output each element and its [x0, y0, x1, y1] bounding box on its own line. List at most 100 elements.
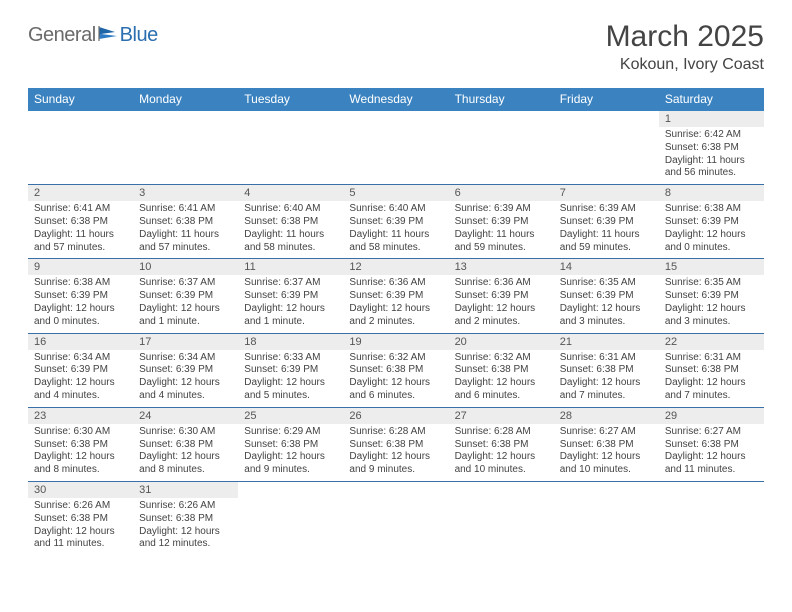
date-number: 1	[659, 111, 764, 127]
daylight-text: Daylight: 12 hours and 11 minutes.	[34, 526, 128, 552]
weekday-header: Saturday	[659, 88, 764, 111]
sunset-text: Sunset: 6:38 PM	[34, 513, 128, 526]
daylight-text: Daylight: 11 hours and 58 minutes.	[349, 229, 443, 255]
cell-body: Sunrise: 6:39 AMSunset: 6:39 PMDaylight:…	[449, 203, 554, 254]
daylight-text: Daylight: 12 hours and 5 minutes.	[244, 377, 338, 403]
daylight-text: Daylight: 12 hours and 9 minutes.	[349, 451, 443, 477]
calendar-cell: .	[238, 482, 343, 555]
week-row: 30 Sunrise: 6:26 AMSunset: 6:38 PMDayligh…	[28, 482, 764, 555]
calendar-cell: 20Sunrise: 6:32 AMSunset: 6:38 PMDayligh…	[449, 334, 554, 407]
sunrise-text: Sunrise: 6:36 AM	[455, 277, 549, 290]
cell-body: Sunrise: 6:31 AMSunset: 6:38 PMDaylight:…	[659, 352, 764, 403]
calendar-cell: .	[554, 482, 659, 555]
calendar-cell: 29Sunrise: 6:27 AMSunset: 6:38 PMDayligh…	[659, 408, 764, 481]
sunrise-text: Sunrise: 6:27 AM	[665, 426, 759, 439]
weekday-header: Thursday	[449, 88, 554, 111]
cell-body: Sunrise: 6:38 AMSunset: 6:39 PMDaylight:…	[28, 277, 133, 328]
calendar-cell: .	[343, 482, 448, 555]
location-label: Kokoun, Ivory Coast	[606, 56, 764, 74]
date-number: 7	[554, 185, 659, 201]
calendar-cell: 31Sunrise: 6:26 AMSunset: 6:38 PMDayligh…	[133, 482, 238, 555]
sunrise-text: Sunrise: 6:42 AM	[665, 129, 759, 142]
week-row: 2Sunrise: 6:41 AMSunset: 6:38 PMDaylight…	[28, 185, 764, 259]
brand-text-general: General	[28, 24, 96, 47]
date-number: 21	[554, 334, 659, 350]
sunset-text: Sunset: 6:39 PM	[349, 290, 443, 303]
calendar-cell: 22 Sunrise: 6:31 AMSunset: 6:38 PMDayligh…	[659, 334, 764, 407]
sunset-text: Sunset: 6:38 PM	[560, 439, 654, 452]
date-number: 8	[659, 185, 764, 201]
sunrise-text: Sunrise: 6:30 AM	[139, 426, 233, 439]
week-row: 9 Sunrise: 6:38 AMSunset: 6:39 PMDaylight…	[28, 259, 764, 333]
calendar-cell: 7Sunrise: 6:39 AMSunset: 6:39 PMDaylight…	[554, 185, 659, 258]
daylight-text: Daylight: 12 hours and 7 minutes.	[665, 377, 759, 403]
sunrise-text: Sunrise: 6:40 AM	[349, 203, 443, 216]
sunset-text: Sunset: 6:38 PM	[455, 439, 549, 452]
cell-body: Sunrise: 6:29 AMSunset: 6:38 PMDaylight:…	[238, 426, 343, 477]
calendar-cell: 12Sunrise: 6:36 AMSunset: 6:39 PMDayligh…	[343, 259, 448, 332]
calendar-cell: .	[449, 111, 554, 184]
sunrise-text: Sunrise: 6:34 AM	[139, 352, 233, 365]
cell-body: Sunrise: 6:37 AMSunset: 6:39 PMDaylight:…	[133, 277, 238, 328]
cell-body: Sunrise: 6:41 AMSunset: 6:38 PMDaylight:…	[133, 203, 238, 254]
sunset-text: Sunset: 6:38 PM	[665, 364, 759, 377]
sunset-text: Sunset: 6:38 PM	[349, 439, 443, 452]
sunset-text: Sunset: 6:39 PM	[665, 216, 759, 229]
weekday-header: Wednesday	[343, 88, 448, 111]
cell-body: Sunrise: 6:40 AMSunset: 6:39 PMDaylight:…	[343, 203, 448, 254]
cell-body: Sunrise: 6:38 AMSunset: 6:39 PMDaylight:…	[659, 203, 764, 254]
daylight-text: Daylight: 12 hours and 8 minutes.	[34, 451, 128, 477]
cell-body: Sunrise: 6:31 AMSunset: 6:38 PMDaylight:…	[554, 352, 659, 403]
sunrise-text: Sunrise: 6:38 AM	[665, 203, 759, 216]
cell-body: Sunrise: 6:26 AMSunset: 6:38 PMDaylight:…	[28, 500, 133, 551]
sunrise-text: Sunrise: 6:31 AM	[560, 352, 654, 365]
calendar: Sunday Monday Tuesday Wednesday Thursday…	[28, 88, 764, 555]
calendar-cell: .	[659, 482, 764, 555]
calendar-cell: 8 Sunrise: 6:38 AMSunset: 6:39 PMDaylight…	[659, 185, 764, 258]
cell-body: Sunrise: 6:34 AMSunset: 6:39 PMDaylight:…	[133, 352, 238, 403]
sunset-text: Sunset: 6:39 PM	[139, 364, 233, 377]
calendar-cell: .	[449, 482, 554, 555]
calendar-cell: 25Sunrise: 6:29 AMSunset: 6:38 PMDayligh…	[238, 408, 343, 481]
sunrise-text: Sunrise: 6:41 AM	[139, 203, 233, 216]
date-number: 15	[659, 259, 764, 275]
sunset-text: Sunset: 6:39 PM	[455, 216, 549, 229]
date-number: 11	[238, 259, 343, 275]
sunrise-text: Sunrise: 6:28 AM	[455, 426, 549, 439]
date-number: 30	[28, 482, 133, 498]
sunrise-text: Sunrise: 6:32 AM	[455, 352, 549, 365]
calendar-cell: 15Sunrise: 6:35 AMSunset: 6:39 PMDayligh…	[659, 259, 764, 332]
daylight-text: Daylight: 12 hours and 1 minute.	[244, 303, 338, 329]
daylight-text: Daylight: 12 hours and 4 minutes.	[34, 377, 128, 403]
calendar-cell: 10Sunrise: 6:37 AMSunset: 6:39 PMDayligh…	[133, 259, 238, 332]
calendar-cell: 1Sunrise: 6:42 AMSunset: 6:38 PMDaylight…	[659, 111, 764, 184]
sunrise-text: Sunrise: 6:37 AM	[139, 277, 233, 290]
calendar-cell: 14Sunrise: 6:35 AMSunset: 6:39 PMDayligh…	[554, 259, 659, 332]
sunrise-text: Sunrise: 6:28 AM	[349, 426, 443, 439]
calendar-cell: 6Sunrise: 6:39 AMSunset: 6:39 PMDaylight…	[449, 185, 554, 258]
week-row: 23Sunrise: 6:30 AMSunset: 6:38 PMDayligh…	[28, 408, 764, 482]
date-number: 28	[554, 408, 659, 424]
sunrise-text: Sunrise: 6:41 AM	[34, 203, 128, 216]
sunset-text: Sunset: 6:38 PM	[244, 439, 338, 452]
cell-body: Sunrise: 6:34 AMSunset: 6:39 PMDaylight:…	[28, 352, 133, 403]
daylight-text: Daylight: 12 hours and 3 minutes.	[560, 303, 654, 329]
date-number: 22	[659, 334, 764, 350]
sunset-text: Sunset: 6:38 PM	[139, 513, 233, 526]
date-number: 18	[238, 334, 343, 350]
daylight-text: Daylight: 12 hours and 0 minutes.	[665, 229, 759, 255]
daylight-text: Daylight: 12 hours and 9 minutes.	[244, 451, 338, 477]
sunrise-text: Sunrise: 6:39 AM	[455, 203, 549, 216]
brand-text-blue: Blue	[120, 24, 158, 47]
sunset-text: Sunset: 6:38 PM	[139, 216, 233, 229]
date-number: 3	[133, 185, 238, 201]
sunrise-text: Sunrise: 6:35 AM	[560, 277, 654, 290]
cell-body: Sunrise: 6:28 AMSunset: 6:38 PMDaylight:…	[449, 426, 554, 477]
calendar-cell: 13Sunrise: 6:36 AMSunset: 6:39 PMDayligh…	[449, 259, 554, 332]
sunrise-text: Sunrise: 6:37 AM	[244, 277, 338, 290]
date-number: 9	[28, 259, 133, 275]
cell-body: Sunrise: 6:30 AMSunset: 6:38 PMDaylight:…	[133, 426, 238, 477]
date-number: 5	[343, 185, 448, 201]
calendar-cell: 2Sunrise: 6:41 AMSunset: 6:38 PMDaylight…	[28, 185, 133, 258]
date-number: 27	[449, 408, 554, 424]
